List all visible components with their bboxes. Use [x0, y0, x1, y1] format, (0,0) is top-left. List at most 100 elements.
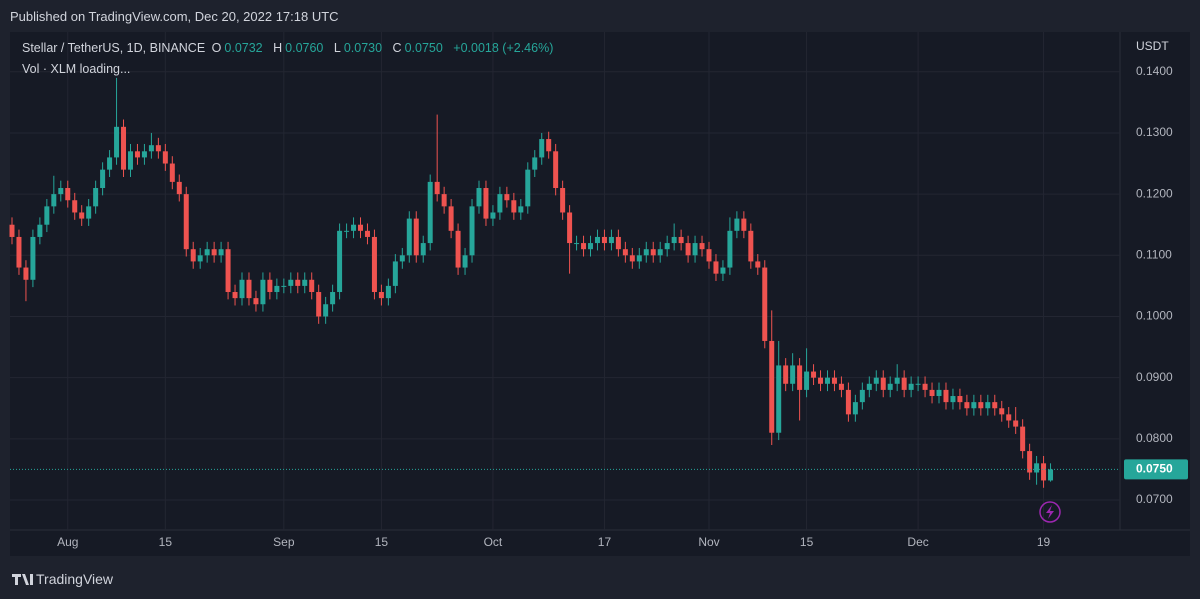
candle-body	[567, 212, 573, 244]
candle-body	[922, 383, 928, 390]
candle-body	[762, 267, 768, 341]
candle-body	[692, 243, 698, 256]
candle-body	[72, 200, 78, 213]
candle-body	[664, 243, 670, 250]
candle-body	[790, 365, 796, 384]
candle-body	[30, 236, 36, 280]
candle-body	[148, 145, 154, 152]
candle-body	[818, 377, 824, 384]
candle-body	[741, 218, 747, 231]
candle-body	[225, 249, 231, 293]
candle-body	[114, 126, 120, 158]
candle-body	[713, 261, 719, 274]
candle-body	[134, 151, 140, 158]
candle-body	[539, 139, 545, 158]
candle-body	[532, 157, 538, 170]
candle-body	[615, 236, 621, 250]
candle-body	[330, 292, 336, 305]
candle-body	[685, 243, 691, 256]
candle-body	[797, 365, 803, 390]
y-tick-label: 0.0900	[1136, 370, 1173, 384]
candle-body	[316, 292, 322, 317]
h-value: 0.0760	[285, 41, 324, 55]
candle-body	[594, 236, 600, 244]
published-note: Published on TradingView.com, Dec 20, 20…	[10, 9, 339, 24]
event-icon-bolt	[1046, 505, 1054, 519]
candle-body	[581, 243, 587, 250]
candle-body	[755, 261, 761, 268]
candle-body	[957, 396, 963, 403]
candle-body	[699, 243, 705, 250]
candle-body	[420, 243, 426, 256]
candle-body	[93, 188, 99, 207]
candle-body	[1027, 451, 1033, 473]
candle-body	[364, 230, 370, 237]
h-label: H	[273, 41, 283, 55]
x-tick-label: 15	[800, 535, 814, 549]
candle-body	[608, 236, 614, 244]
x-tick-label: Aug	[57, 535, 78, 549]
x-tick-label: Dec	[907, 535, 928, 549]
candle-body	[588, 243, 594, 250]
candle-body	[246, 279, 252, 299]
candle-body	[943, 389, 949, 403]
candle-body	[629, 255, 635, 262]
candle-body	[476, 188, 482, 207]
candle-body	[302, 279, 308, 286]
candle-body	[560, 188, 566, 213]
candle-body	[636, 255, 642, 262]
x-tick-label: 19	[1037, 535, 1051, 549]
candle-body	[211, 249, 217, 256]
candle-body	[351, 224, 357, 231]
candles	[9, 77, 1120, 488]
c-value: 0.0750	[404, 41, 443, 55]
candle-body	[622, 249, 628, 256]
candle-body	[811, 371, 817, 378]
candle-body	[169, 163, 175, 182]
event-icon[interactable]	[1039, 501, 1061, 523]
candle-body	[992, 402, 998, 409]
candle-body	[678, 236, 684, 244]
logo	[12, 574, 33, 585]
candle-body	[525, 169, 531, 207]
candle-body	[378, 292, 384, 299]
candle-body	[295, 279, 301, 286]
candle-body	[86, 206, 92, 219]
candle-body	[511, 200, 517, 213]
candle-body	[441, 194, 447, 207]
candle-body	[643, 249, 649, 256]
candle-body	[323, 304, 329, 317]
x-tick-label: 15	[159, 535, 173, 549]
candle-body	[190, 249, 196, 262]
candle-body	[936, 389, 942, 397]
candle-body	[950, 396, 956, 403]
candle-body	[455, 230, 461, 268]
candle-body	[344, 230, 350, 232]
candle-body	[58, 188, 64, 195]
candle-body	[309, 279, 315, 293]
y-unit: USDT	[1136, 39, 1169, 53]
candle-body	[434, 181, 440, 195]
candle-body	[804, 371, 810, 390]
candle-body	[253, 298, 259, 305]
candle-body	[16, 236, 22, 268]
change: +0.0018 (+2.46%)	[453, 41, 554, 55]
candle-body	[706, 249, 712, 262]
candle-body	[727, 230, 733, 268]
candle-body	[141, 151, 147, 158]
volume-label: Vol · XLM loading...	[22, 62, 131, 76]
x-tick-label: 15	[375, 535, 389, 549]
candle-body	[288, 279, 294, 286]
candle-body	[497, 194, 503, 213]
candle-body	[880, 377, 886, 390]
candle-body	[232, 292, 238, 299]
candle-body	[929, 389, 935, 397]
x-tick-label: Nov	[698, 535, 719, 549]
candle-body	[964, 402, 970, 409]
candle-body	[734, 218, 740, 231]
candle-body	[1034, 463, 1040, 473]
candle-body	[1048, 469, 1054, 481]
candle-body	[51, 194, 57, 207]
candle-body	[859, 389, 865, 403]
